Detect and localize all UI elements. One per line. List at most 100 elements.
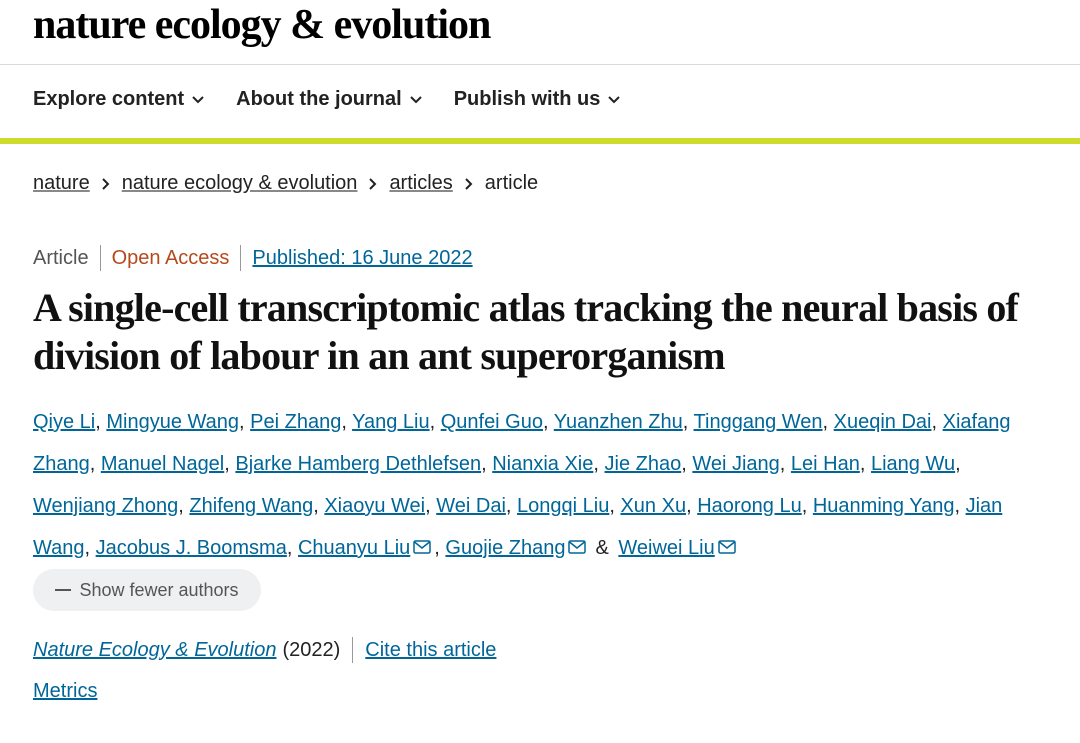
separator: , [313,495,319,517]
author-link[interactable]: Xueqin Dai [833,411,932,433]
breadcrumb-link[interactable]: nature ecology & evolution [121,172,358,194]
separator: , [593,453,599,475]
email-icon [413,540,432,554]
author-link[interactable]: Huanming Yang [812,495,955,517]
cite-link[interactable]: Cite this article [365,638,497,661]
author-link[interactable]: Jian Wang [33,495,1003,559]
author-link[interactable]: Wei Jiang [692,453,780,475]
author: Xiafang Zhang, [33,411,1010,475]
separator: , [954,495,961,517]
nav-item[interactable]: About the journal [236,88,422,111]
year: (2022) [282,638,341,661]
chevron-right [102,177,110,190]
divider [0,64,1080,65]
chevron-down [192,95,204,103]
author-link[interactable]: Weiwei Liu [618,537,715,559]
separator: , [779,453,786,475]
button-label: Show fewer authors [79,579,239,600]
separator: , [609,495,615,517]
author-link[interactable]: Zhifeng Wang [189,495,314,517]
metrics-line: Metrics [33,680,97,703]
author-link[interactable]: Bjarke Hamberg Dethlefsen [235,453,482,475]
author-link[interactable]: Qunfei Guo [440,411,543,433]
minus-icon [55,589,72,591]
author-link[interactable]: Lei Han [790,453,860,475]
author-link[interactable]: Longqi Liu [517,495,610,517]
logo[interactable]: nature ecology & evolution [33,2,491,48]
separator: , [178,495,184,517]
nav-label: Publish with us [453,88,601,110]
author: Qiye Li, [33,411,101,433]
author-link[interactable]: Wei Dai [436,495,506,517]
nav-item[interactable]: Explore content [33,88,204,111]
author-link[interactable]: Wenjiang Zhong [33,495,179,517]
author-link[interactable]: Liang Wu [870,453,956,475]
separator: , [84,537,91,559]
author-link[interactable]: Xun Xu [620,495,687,517]
separator: , [286,537,293,559]
separator: , [434,537,440,559]
email-icon [568,540,587,554]
separator [240,245,242,271]
metrics-link[interactable]: Metrics [33,680,98,702]
author: Qunfei Guo, [441,411,549,433]
chevron-right [369,177,377,190]
author: Nianxia Xie, [492,453,599,475]
separator: , [822,411,829,433]
article-meta: Article Open Access Published: 16 June 2… [33,245,473,271]
author-link[interactable]: Haorong Lu [697,495,802,517]
author: Xueqin Dai, [834,411,937,433]
accent-bar [0,138,1080,144]
author-link[interactable]: Tinggang Wen [693,411,823,433]
author-link[interactable]: Xiafang Zhang [33,411,1011,475]
author: Weiwei Liu [618,537,738,559]
author-link[interactable]: Yang Liu [352,411,430,433]
author-link[interactable]: Jacobus J. Boomsma [95,537,287,559]
author: Zhifeng Wang, [189,495,318,517]
separator [352,637,354,663]
author-link[interactable]: Xiaoyu Wei [324,495,426,517]
separator: , [859,453,866,475]
author: Jacobus J. Boomsma, [96,537,293,559]
open-access: Open Access [111,246,230,269]
author-link[interactable]: Guojie Zhang [445,537,566,559]
separator: , [341,411,347,433]
author: Jie Zhao, [605,453,687,475]
published-date[interactable]: Published: 16 June 2022 [252,246,473,269]
separator: , [481,453,487,475]
author-link[interactable]: Qiye Li [33,411,96,433]
separator: , [89,453,96,475]
separator: , [931,411,938,433]
chevron-down [608,95,621,103]
author-link[interactable]: Yuanzhen Zhu [553,411,683,433]
author: Xun Xu, [620,495,691,517]
separator: , [505,495,512,517]
author-link[interactable]: Pei Zhang [250,411,342,433]
author-link[interactable]: Nianxia Xie [492,453,594,475]
nav-item[interactable]: Publish with us [454,88,621,111]
author-link[interactable]: Chuanyu Liu [297,537,411,559]
author: Jian Wang, [33,495,1002,559]
journal-link[interactable]: Nature Ecology & Evolution [33,638,277,661]
author: Bjarke Hamberg Dethlefsen, [235,453,486,475]
author: Haorong Lu, [697,495,807,517]
author: Tinggang Wen, [694,411,829,433]
author: Wei Jiang, [692,453,785,475]
author: Mingyue Wang, [106,411,244,433]
author-link[interactable]: Mingyue Wang [106,411,240,433]
author-list: Qiye Li, Mingyue Wang, Pei Zhang, Yang L… [33,401,1023,569]
breadcrumb-link[interactable]: nature [33,172,90,194]
author-link[interactable]: Manuel Nagel [100,453,225,475]
author: Wenjiang Zhong, [33,495,184,517]
separator: , [801,495,808,517]
author: Guojie Zhang & [445,537,612,559]
author: Lei Han, [791,453,866,475]
author: Wei Dai, [436,495,511,517]
author-link[interactable]: Jie Zhao [604,453,682,475]
breadcrumb-link[interactable]: articles [389,172,453,194]
show-fewer-authors[interactable]: Show fewer authors [33,569,261,611]
author: Yuanzhen Zhu, [554,411,689,433]
article-title: A single-cell transcriptomic atlas track… [33,285,1019,378]
nav: Explore content About the journal Publish … [33,88,621,111]
